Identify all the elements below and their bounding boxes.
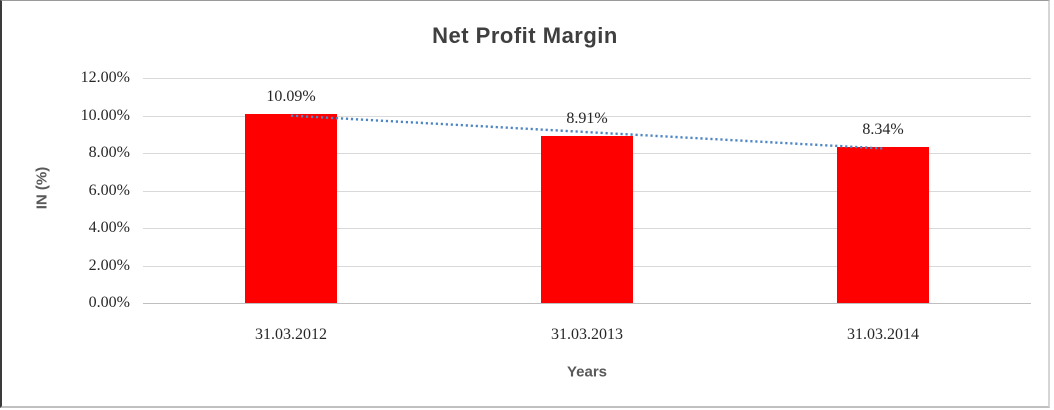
y-tick-label: 12.00%	[80, 69, 130, 86]
y-tick-label: 10.00%	[80, 106, 130, 124]
x-axis-line	[143, 303, 1031, 304]
bar-31.03.2013	[541, 135, 633, 303]
y-tick-label: 4.00%	[88, 219, 130, 236]
data-label: 8.34%	[862, 120, 904, 138]
chart-title: Net Profit Margin	[432, 23, 618, 48]
y-tick-label: 2.00%	[88, 256, 130, 274]
y-tick-label: 6.00%	[88, 181, 130, 199]
x-axis-title: Years	[566, 363, 608, 381]
data-label: 10.09%	[266, 87, 316, 105]
y-tick-label: 8.00%	[88, 144, 130, 161]
x-tick-label: 31.03.2013	[551, 326, 623, 343]
bar-31.03.2014	[837, 146, 929, 303]
bar-31.03.2012	[245, 113, 337, 303]
data-label: 8.91%	[566, 109, 608, 127]
y-tick-label: 0.00%	[88, 294, 130, 311]
x-tick-label: 31.03.2012	[255, 326, 327, 343]
gridline	[143, 78, 1031, 79]
x-tick-label: 31.03.2014	[847, 326, 919, 343]
